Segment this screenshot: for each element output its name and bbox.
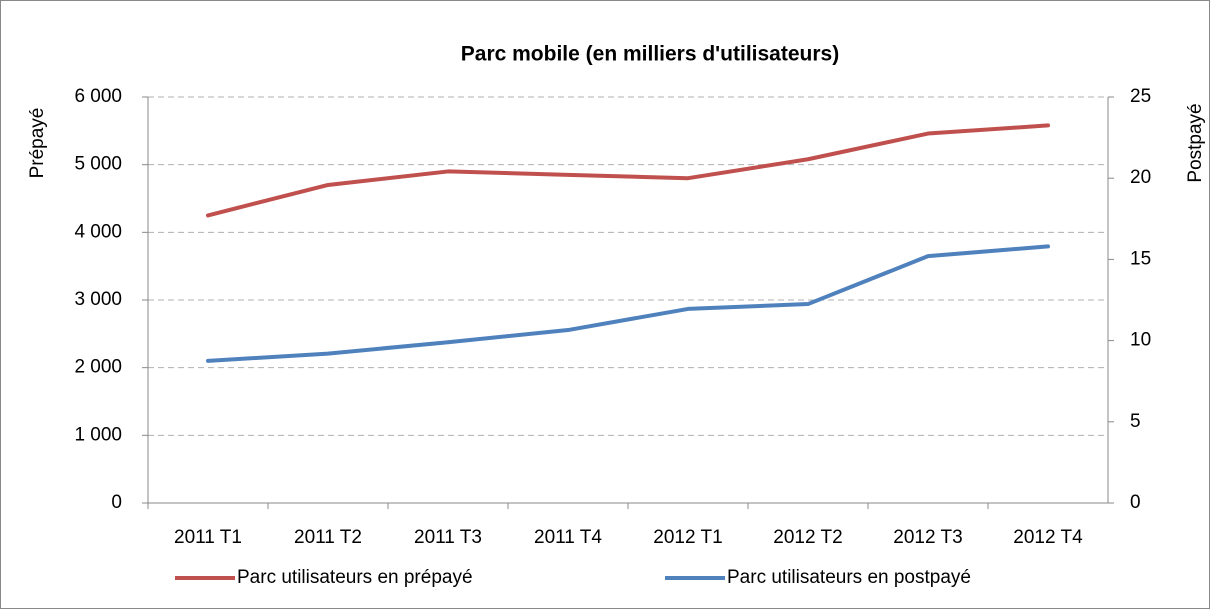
x-tick-label: 2011 T4	[534, 527, 602, 548]
legend-label: Parc utilisateurs en postpayé	[727, 567, 971, 588]
y2-axis-label: Postpayé	[1185, 103, 1206, 182]
y-axis-label: Prépayé	[27, 108, 48, 179]
y-tick-label: 4 000	[74, 221, 122, 242]
x-tick-label: 2012 T1	[653, 527, 722, 548]
chart-title: Parc mobile (en milliers d'utilisateurs)	[461, 43, 839, 66]
y2-tick-label: 20	[1130, 167, 1151, 188]
x-tick-label: 2012 T4	[1013, 527, 1083, 548]
y2-tick-label: 10	[1130, 330, 1151, 351]
x-tick-label: 2011 T1	[174, 527, 242, 548]
y-tick-label: 2 000	[74, 357, 122, 378]
y2-tick-label: 15	[1130, 248, 1151, 269]
y-tick-label: 5 000	[74, 154, 122, 175]
legend-label: Parc utilisateurs en prépayé	[237, 567, 473, 588]
y-tick-label: 1 000	[74, 424, 122, 445]
y2-tick-label: 25	[1130, 86, 1151, 107]
y-tick-label: 3 000	[74, 289, 122, 310]
x-tick-label: 2011 T2	[294, 527, 362, 548]
y2-tick-label: 5	[1130, 411, 1141, 432]
y2-tick-label: 0	[1130, 492, 1141, 513]
x-tick-label: 2012 T3	[893, 527, 962, 548]
series-line	[206, 123, 1050, 218]
series-line	[206, 244, 1050, 363]
x-tick-label: 2012 T2	[773, 527, 842, 548]
x-tick-label: 2011 T3	[414, 527, 482, 548]
y-tick-label: 6 000	[74, 86, 122, 107]
y-tick-label: 0	[111, 492, 122, 513]
